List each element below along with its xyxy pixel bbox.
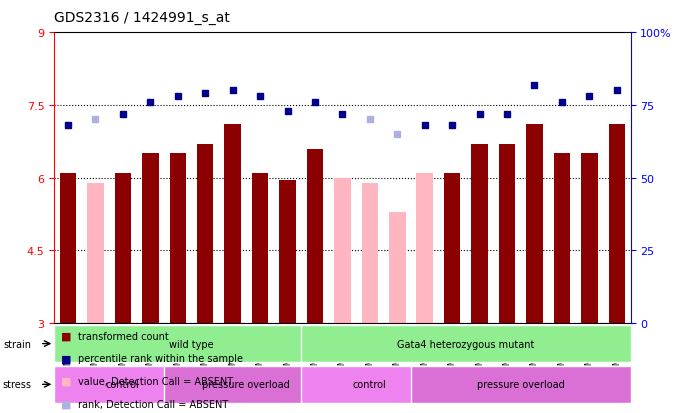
Text: Gata4 heterozygous mutant: Gata4 heterozygous mutant — [397, 339, 534, 349]
Bar — [252, 173, 268, 323]
Bar — [389, 212, 405, 323]
Text: stress: stress — [2, 380, 31, 389]
Text: control: control — [353, 380, 386, 389]
FancyBboxPatch shape — [54, 325, 329, 362]
Bar — [526, 125, 542, 323]
Bar — [224, 125, 241, 323]
Bar — [554, 154, 570, 323]
Bar — [60, 173, 76, 323]
FancyBboxPatch shape — [164, 366, 329, 403]
Bar — [609, 125, 625, 323]
Text: strain: strain — [3, 339, 31, 349]
Bar — [499, 145, 515, 323]
Bar — [416, 173, 433, 323]
Bar — [471, 145, 488, 323]
Text: ■: ■ — [61, 354, 71, 363]
Bar — [115, 173, 131, 323]
Bar — [334, 178, 351, 323]
Bar — [197, 145, 214, 323]
Bar — [306, 149, 323, 323]
Bar — [444, 173, 460, 323]
Text: rank, Detection Call = ABSENT: rank, Detection Call = ABSENT — [78, 399, 228, 409]
FancyBboxPatch shape — [411, 366, 631, 403]
Text: GDS2316 / 1424991_s_at: GDS2316 / 1424991_s_at — [54, 11, 230, 25]
Text: wild type: wild type — [169, 339, 214, 349]
Text: pressure overload: pressure overload — [203, 380, 290, 389]
Bar — [279, 180, 296, 323]
Text: percentile rank within the sample: percentile rank within the sample — [78, 354, 243, 363]
FancyBboxPatch shape — [301, 366, 439, 403]
Text: transformed count: transformed count — [78, 331, 169, 341]
Bar — [142, 154, 159, 323]
Bar — [170, 154, 186, 323]
Text: ■: ■ — [61, 376, 71, 386]
Text: ■: ■ — [61, 399, 71, 409]
Text: control: control — [106, 380, 140, 389]
Bar — [361, 183, 378, 323]
Bar — [581, 154, 597, 323]
FancyBboxPatch shape — [301, 325, 631, 362]
Text: pressure overload: pressure overload — [477, 380, 565, 389]
Text: value, Detection Call = ABSENT: value, Detection Call = ABSENT — [78, 376, 233, 386]
Text: ■: ■ — [61, 331, 71, 341]
FancyBboxPatch shape — [54, 366, 191, 403]
Bar — [87, 183, 104, 323]
